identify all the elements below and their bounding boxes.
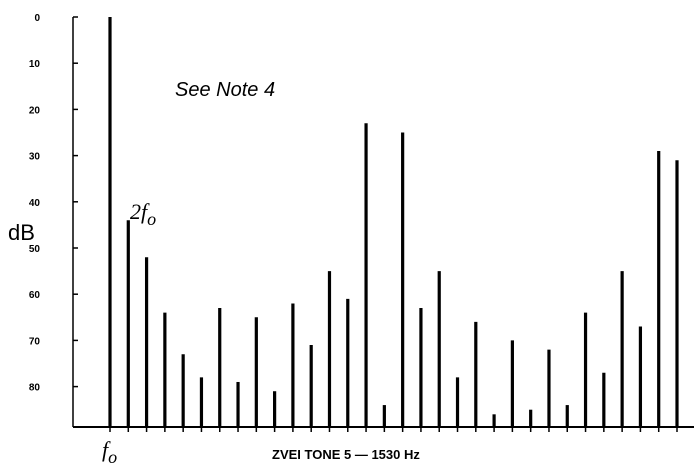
x-fundamental-label: fo <box>102 437 117 466</box>
y-tick-label: 40 <box>29 198 41 209</box>
y-tick-label: 60 <box>29 290 41 301</box>
y-tick-label: 70 <box>29 336 41 347</box>
y-tick-label: 20 <box>29 105 41 116</box>
bars <box>108 17 679 427</box>
x-axis <box>73 426 694 432</box>
y-axis <box>72 16 78 427</box>
y-tick-label: 80 <box>29 383 41 394</box>
y-tick-label: 0 <box>34 13 40 24</box>
y-tick-labels: 0 10 20 30 40 50 60 70 80 <box>29 13 41 394</box>
y-tick-label: 50 <box>29 244 41 255</box>
y-tick-label: 30 <box>29 152 41 163</box>
y-tick-label: 10 <box>29 59 41 70</box>
y-axis-label: dB <box>8 220 35 245</box>
harmonic-2-label: 2fo <box>130 199 156 229</box>
see-note-annotation: See Note 4 <box>175 79 275 101</box>
chart-caption: ZVEI TONE 5 — 1530 Hz <box>272 447 420 462</box>
